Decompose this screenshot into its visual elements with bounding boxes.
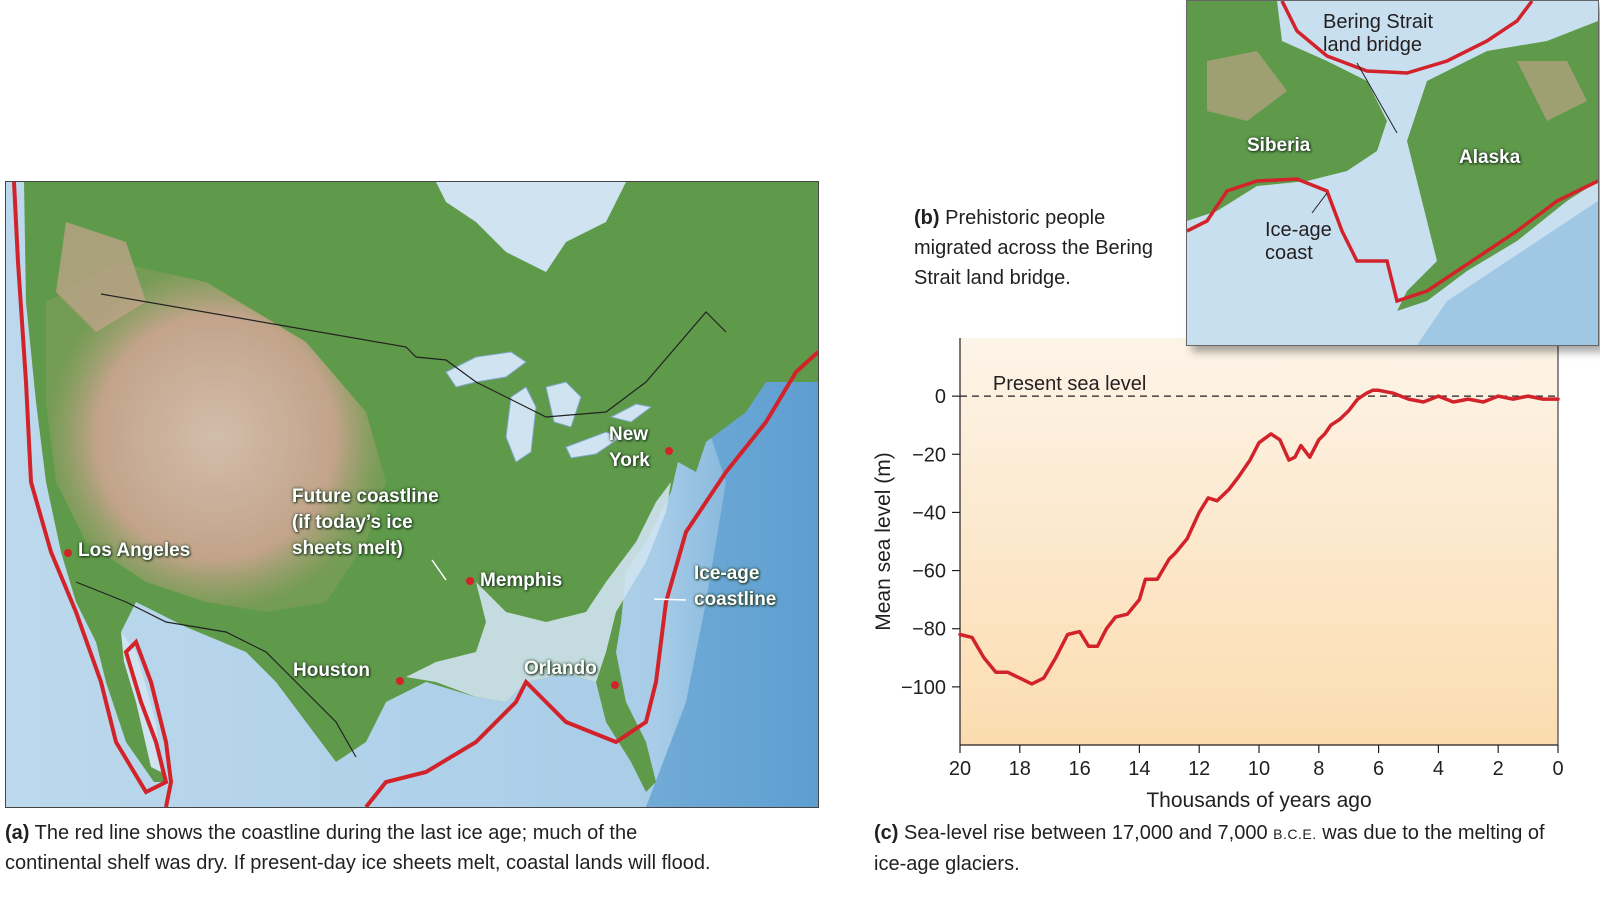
y-tick-label: −60: [912, 561, 946, 583]
x-tick-label: 6: [1373, 758, 1384, 780]
caption-b-text: Prehistoric people migrated across the B…: [914, 207, 1154, 289]
plot-background: [960, 338, 1558, 745]
label-ice-age-coastline: Ice-age coastline: [694, 563, 777, 610]
label-orlando: Orlando: [524, 658, 597, 679]
x-tick-label: 4: [1433, 758, 1444, 780]
label-ice-age-coast: Ice-age coast: [1265, 219, 1332, 264]
label-future-coastline: Future coastline (if today’s ice sheets …: [292, 486, 439, 559]
sea-level-series-line: [958, 388, 1560, 686]
north-america-map: New York Future coastline (if today’s ic…: [5, 181, 819, 808]
x-tick-label: 0: [1552, 758, 1563, 780]
y-tick-label: −20: [912, 444, 946, 466]
label-los-angeles: Los Angeles: [78, 540, 191, 561]
label-siberia: Siberia: [1247, 135, 1311, 156]
x-tick-label: 2: [1493, 758, 1504, 780]
y-tick-label: −40: [912, 502, 946, 524]
label-houston: Houston: [293, 660, 371, 681]
x-tick-label: 18: [1009, 758, 1031, 780]
caption-a-letter: (a): [5, 822, 30, 844]
label-new-york: New York: [609, 424, 650, 471]
caption-a: (a) The red line shows the coastline dur…: [5, 818, 725, 878]
caption-b-letter: (b): [914, 207, 940, 229]
caption-c: (c) Sea-level rise between 17,000 and 7,…: [874, 818, 1574, 879]
x-tick-label: 20: [949, 758, 971, 780]
x-tick-label: 14: [1128, 758, 1150, 780]
label-bering-land-bridge: Bering Strait land bridge: [1323, 11, 1434, 56]
x-tick-label: 12: [1188, 758, 1210, 780]
caption-b: (b) Prehistoric people migrated across t…: [914, 203, 1184, 293]
caption-a-text: The red line shows the coastline during …: [5, 822, 711, 874]
caption-c-bce: B.C.E.: [1273, 826, 1317, 842]
x-tick-label: 8: [1313, 758, 1324, 780]
caption-c-letter: (c): [874, 822, 899, 844]
label-alaska: Alaska: [1459, 147, 1521, 168]
x-tick-label: 16: [1068, 758, 1090, 780]
label-memphis: Memphis: [480, 570, 563, 591]
north-america-map-graphic: [6, 182, 818, 807]
x-tick-label: 10: [1248, 758, 1270, 780]
caption-c-text-1: Sea-level rise between 17,000 and 7,000: [898, 822, 1274, 844]
sea-level-chart: 0 −20 −40 −60 −80 −100 20 18 16 14 12 10 8 6 4 2 0 Presen…: [860, 330, 1580, 820]
y-tick-label: −80: [912, 619, 946, 641]
bering-inset-graphic: [1187, 1, 1598, 345]
y-tick-label: −100: [901, 677, 946, 699]
bering-strait-inset-map: Bering Strait land bridge Siberia Alaska…: [1186, 0, 1599, 346]
present-sea-level-label: Present sea level: [993, 373, 1146, 395]
y-tick-label: 0: [935, 386, 946, 408]
y-axis-label: Mean sea level (m): [872, 452, 895, 631]
x-axis-label: Thousands of years ago: [1146, 789, 1371, 812]
caption-c-text-2: was due to the melting of ice-age glacie…: [874, 822, 1545, 875]
